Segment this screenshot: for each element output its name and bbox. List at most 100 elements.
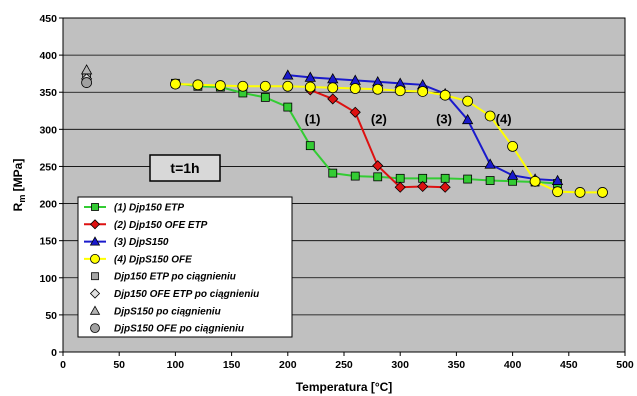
legend: (1) Djp150 ETP (2) Djp150 OFE ETP (3) DjpS… <box>77 196 293 338</box>
legend-marker-2 <box>89 219 101 230</box>
series-4-point <box>349 83 361 94</box>
x-tick-label: 450 <box>560 359 578 371</box>
series-1-point <box>328 168 338 178</box>
legend-marker-4 <box>90 253 100 264</box>
x-axis-title: Temperatura [°C] <box>296 380 393 394</box>
series-markers <box>169 69 608 198</box>
curve-annotation-2: (2) <box>371 111 387 126</box>
series-1-point <box>350 171 360 181</box>
legend-label-8: DjpS150 OFE po ciągnieniu <box>114 324 244 335</box>
y-tick-label: 400 <box>39 50 57 62</box>
series-4-point <box>597 187 608 198</box>
legend-label-1: (1) Djp150 ETP <box>114 203 184 214</box>
series-1-point <box>305 141 315 151</box>
series-3-point <box>506 169 519 180</box>
series-3-point <box>304 71 316 82</box>
series-4-point <box>529 175 541 187</box>
x-axis: 0 50 100 150 200 250 300 350 400 450 500 <box>60 352 634 371</box>
legend-items: (1) Djp150 ETP (2) Djp150 OFE ETP (3) DjpS… <box>84 203 259 335</box>
series-4-point <box>439 89 451 101</box>
y-tick-label: 0 <box>51 347 57 359</box>
series-1-point <box>373 172 383 182</box>
series-1-point <box>440 173 450 183</box>
series-2-point <box>349 106 361 118</box>
series-4-point <box>574 187 586 198</box>
series-3-point <box>461 113 474 125</box>
series-1-point <box>260 93 270 102</box>
annotations: (1) (2) (3) (4) <box>305 111 512 126</box>
reference-markers <box>80 64 93 88</box>
series-3-point <box>282 69 294 80</box>
legend-label-6: Djp150 OFE ETP po ciągnieniu <box>114 289 259 300</box>
series-2-point <box>372 160 384 172</box>
x-tick-label: 100 <box>167 359 185 371</box>
series-4-point <box>192 79 204 91</box>
series-4-point <box>484 110 496 122</box>
series-4-point <box>462 95 474 107</box>
series-4-point <box>394 85 406 97</box>
series-4-point <box>417 86 429 97</box>
legend-label-2: (2) Djp150 OFE ETP <box>114 220 208 231</box>
x-tick-label: 50 <box>113 359 125 371</box>
x-tick-label: 0 <box>60 359 66 371</box>
y-axis: 0 50 100 150 200 250 300 350 400 450 <box>39 13 63 359</box>
legend-marker-6 <box>89 288 101 299</box>
y-tick-label: 350 <box>39 87 57 99</box>
y-tick-label: 300 <box>39 124 57 136</box>
time-box-label: t=1h <box>170 160 199 176</box>
legend-label-4: (4) DjpS150 OFE <box>114 254 192 265</box>
time-box: t=1h <box>149 154 221 182</box>
legend-marker-1 <box>91 203 99 211</box>
x-tick-label: 350 <box>448 359 466 371</box>
series-3-point <box>551 174 564 185</box>
y-axis-title-unit: [MPa] <box>11 159 25 195</box>
y-tick-label: 200 <box>39 199 57 211</box>
legend-marker-3 <box>89 236 101 246</box>
legend-marker-5 <box>91 272 99 281</box>
series-4-point <box>304 81 316 93</box>
y-tick-label: 50 <box>45 310 57 322</box>
legend-marker-7 <box>89 305 101 315</box>
y-tick-label: 150 <box>39 236 57 248</box>
series-1-point <box>463 174 473 184</box>
series-1-point <box>395 173 405 183</box>
legend-frame <box>77 196 293 338</box>
legend-marker-8 <box>90 323 100 334</box>
series-4-point <box>552 186 563 198</box>
series-4-point <box>259 80 271 92</box>
series-4-point <box>214 80 226 91</box>
x-tick-label: 200 <box>279 359 297 371</box>
reference-point-3 <box>80 64 93 75</box>
series-4-point <box>327 82 339 94</box>
series-4-point <box>282 80 294 92</box>
y-tick-label: 100 <box>39 273 57 285</box>
x-tick-label: 250 <box>335 359 353 371</box>
reference-point-4 <box>81 77 93 88</box>
series-2-point <box>417 180 429 193</box>
x-tick-label: 300 <box>391 359 409 371</box>
series-2-point <box>439 181 451 193</box>
series-4-point <box>372 83 384 95</box>
y-axis-title-sub: m <box>17 195 27 203</box>
y-tick-label: 250 <box>39 161 57 173</box>
curve-annotation-1: (1) <box>305 111 321 126</box>
time-box-frame <box>149 154 221 182</box>
series-1-point <box>485 176 495 185</box>
legend-label-5: Djp150 ETP po ciągnieniu <box>114 272 236 283</box>
legend-label-7: DjpS150 po ciągnieniu <box>114 306 221 317</box>
x-tick-label: 150 <box>223 359 241 371</box>
series-4-point <box>169 78 181 90</box>
curve-annotation-4: (4) <box>496 111 512 126</box>
x-tick-label: 500 <box>616 359 634 371</box>
y-axis-title: Rm [MPa] <box>11 159 27 212</box>
series-4-point <box>507 141 518 152</box>
y-axis-title-main: R <box>11 202 25 211</box>
series-3-point <box>484 158 496 169</box>
x-tick-label: 400 <box>504 359 522 371</box>
curve-annotation-3: (3) <box>436 111 452 126</box>
legend-label-3: (3) DjpS150 <box>114 237 169 248</box>
series-2-point <box>394 181 406 193</box>
series-4-point <box>237 80 249 92</box>
y-tick-label: 450 <box>39 13 57 25</box>
